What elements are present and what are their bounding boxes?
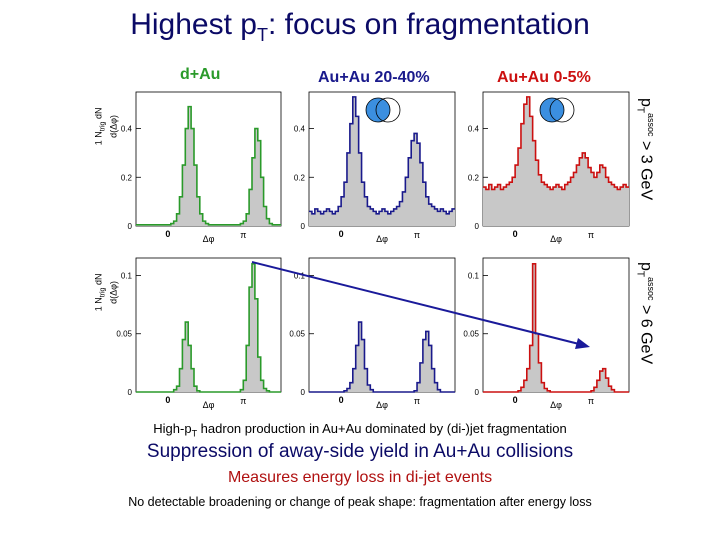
- panel-4-ytick-zero: 0: [301, 388, 306, 397]
- panel-0-xlabel: Δφ: [203, 234, 215, 244]
- panel-4-xlabel: Δφ: [376, 400, 388, 410]
- panel-4-xtick-pi: π: [414, 396, 420, 406]
- note1-b: hadron production in Au+Au dominated by …: [197, 421, 567, 436]
- panel-3-xtick-0: 0: [165, 395, 170, 405]
- note-jet-fragmentation: High-pT hadron production in Au+Au domin…: [0, 421, 720, 439]
- suppression-arrow-head: [575, 338, 590, 349]
- column-header-dau: d+Au: [180, 66, 221, 83]
- panel-3-xlabel: Δφ: [203, 400, 215, 410]
- note1-a: High-p: [153, 421, 192, 436]
- panel-1-series-line: [309, 96, 455, 215]
- title-subscript: T: [256, 25, 268, 45]
- panel-2-xtick-0: 0: [513, 229, 518, 239]
- panel-0-xtick-0: 0: [165, 229, 170, 239]
- panel-5-ytick-label-1: 0.1: [468, 271, 480, 280]
- panel-5-ytick-label-0: 0.05: [463, 330, 479, 339]
- panel-2-ytick-label-0: 0.2: [468, 173, 480, 182]
- panel-4-xtick-0: 0: [339, 395, 344, 405]
- panel-5-xlabel: Δφ: [550, 400, 562, 410]
- panel-4-area: [309, 322, 455, 392]
- panel-0-series-line: [136, 105, 281, 226]
- panel-1-ytick-label-1: 0.4: [294, 125, 306, 134]
- panel-5-xtick-pi: π: [588, 396, 594, 406]
- panel-3-area: [136, 263, 281, 392]
- panel-5-ytick-zero: 0: [475, 388, 480, 397]
- panel-2-series-line: [483, 96, 629, 191]
- panel-3-series-line: [136, 263, 281, 393]
- panel-1-xlabel: Δφ: [376, 234, 388, 244]
- suppression-arrow-line: [251, 261, 584, 346]
- panel-2-area: [483, 96, 629, 226]
- panel-0-ytick-label-1: 0.4: [121, 125, 133, 134]
- panel-2-xtick-pi: π: [588, 230, 594, 240]
- panel-2-ytick-zero: 0: [475, 222, 480, 231]
- title-main: Highest p: [130, 8, 257, 41]
- panel-1-area: [309, 96, 455, 226]
- overlap-icon-outline-0: [375, 97, 401, 123]
- panel-4-ytick-label-0: 0.05: [289, 330, 305, 339]
- note-broadening: No detectable broadening or change of pe…: [128, 495, 592, 509]
- panel-3-ytick-label-0: 0.05: [116, 330, 132, 339]
- panel-1-ytick-zero: 0: [301, 222, 306, 231]
- panel-1-xtick-0: 0: [339, 229, 344, 239]
- overlap-icon-blue-0: [365, 97, 391, 123]
- note1-sub: T: [191, 428, 198, 439]
- note-suppression: Suppression of away-side yield in Au+Au …: [146, 441, 574, 462]
- panel-3-ytick-label-1: 0.1: [121, 271, 133, 280]
- panel-2-xlabel: Δφ: [550, 234, 562, 244]
- column-header-auau-0-5: Au+Au 0-5%: [497, 69, 591, 86]
- overlap-icon-blue-1: [539, 97, 565, 123]
- overlap-icon-outline-1: [549, 97, 575, 123]
- page-title: Highest pT: focus on fragmentation: [0, 8, 720, 46]
- note-energy-loss: Measures energy loss in di-jet events: [227, 469, 493, 486]
- panel-0-ytick-zero: 0: [128, 222, 133, 231]
- panel-0-xtick-pi: π: [240, 230, 246, 240]
- panel-1-xtick-pi: π: [414, 230, 420, 240]
- panel-3-xtick-pi: π: [240, 396, 246, 406]
- panel-3-ytick-zero: 0: [128, 388, 133, 397]
- panel-4-series-line: [309, 321, 455, 393]
- panel-4-ytick-label-1: 0.1: [294, 271, 306, 280]
- column-header-auau-20-40: Au+Au 20-40%: [318, 69, 430, 86]
- panel-0-ytick-label-0: 0.2: [121, 173, 133, 182]
- panel-2-ytick-label-1: 0.4: [468, 125, 480, 134]
- panel-5-series-line: [483, 263, 629, 393]
- panel-5-xtick-0: 0: [513, 395, 518, 405]
- title-rest: : focus on fragmentation: [267, 8, 590, 41]
- panel-1-ytick-label-0: 0.2: [294, 173, 306, 182]
